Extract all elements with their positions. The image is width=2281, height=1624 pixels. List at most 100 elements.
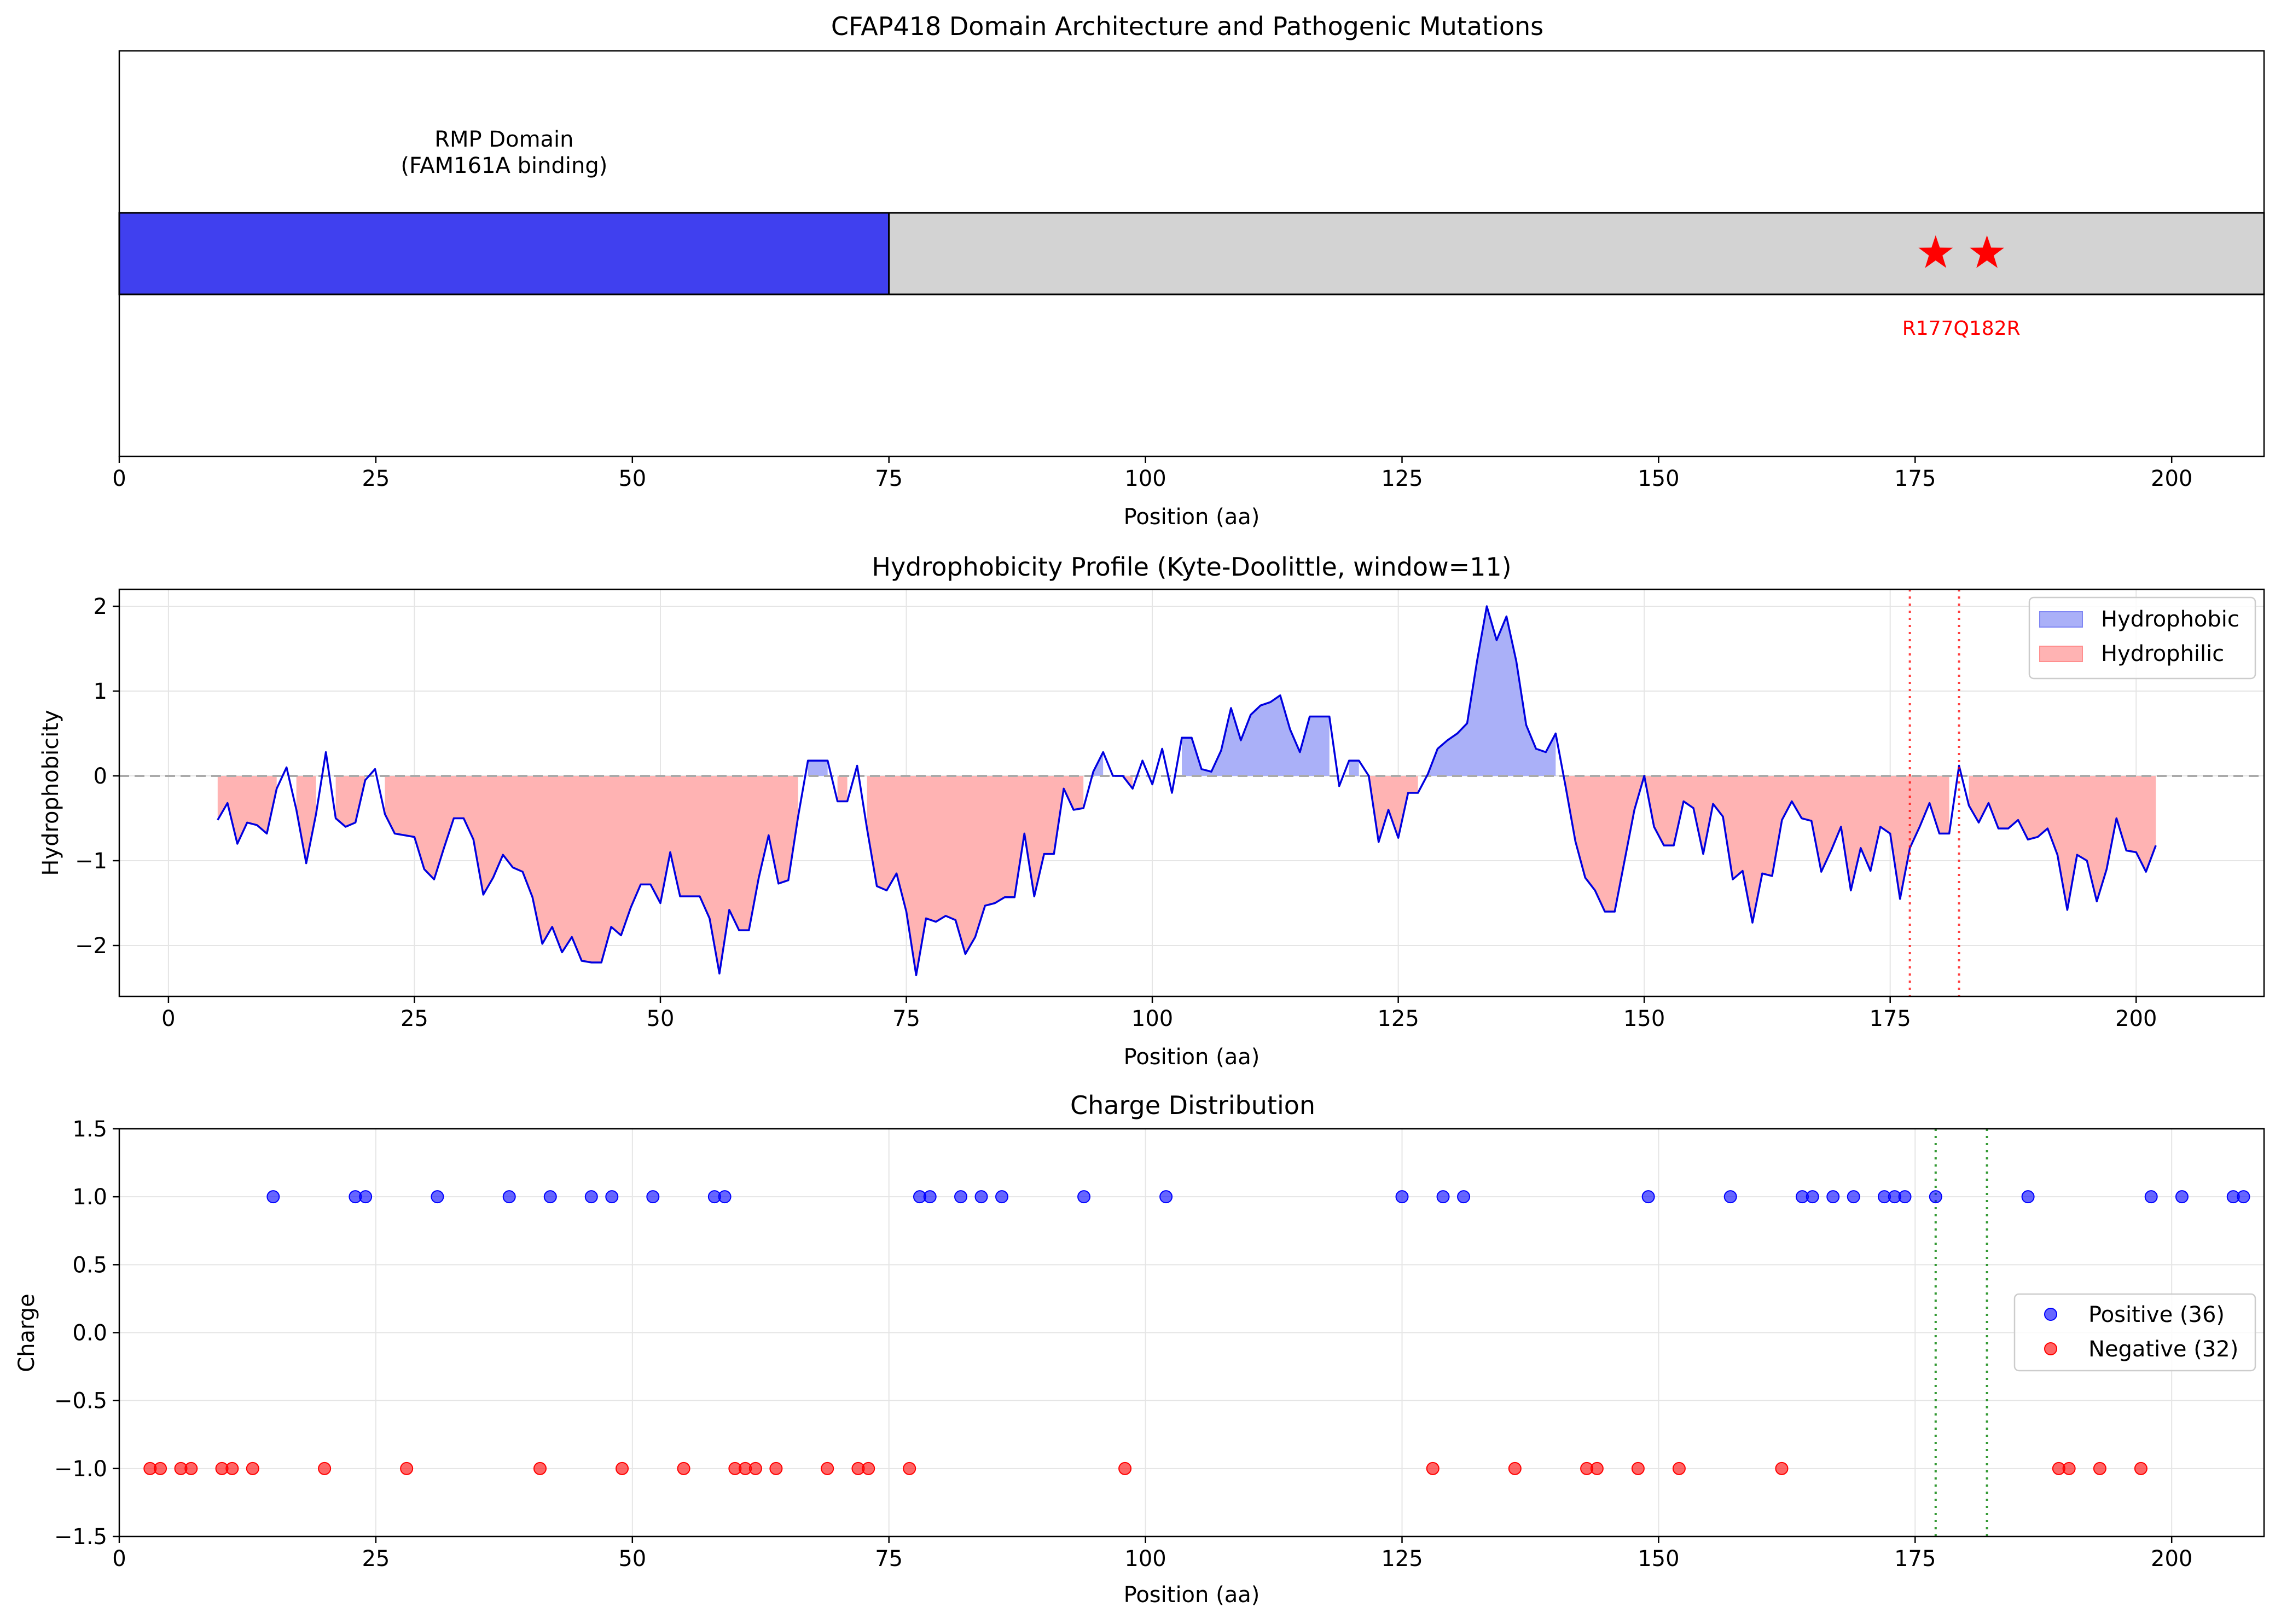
hydrophobic-fill-region: [1427, 606, 1556, 776]
positive-charge-point: [266, 1190, 280, 1204]
mutation-label: R177Q: [1902, 317, 1969, 340]
hydrophobicity-panel: Hydrophobicity Profile (Kyte-Doolittle, …: [38, 552, 2265, 1070]
positive-charge-point: [1723, 1190, 1737, 1204]
positive-charge-point: [1847, 1190, 1860, 1204]
y-tick-label: 1.5: [72, 1117, 107, 1142]
positive-charge-point: [543, 1190, 557, 1204]
mutation-star-marker: [1970, 235, 2004, 268]
x-tick-label: 50: [647, 1006, 675, 1031]
legend-swatch-hydrophobic: [2039, 611, 2083, 628]
hydrophobicity-legend-box: [2028, 596, 2256, 680]
x-tick-label: 150: [1638, 1546, 1679, 1571]
hydrophilic-fill-region: [1113, 776, 1133, 789]
positive-charge-point: [1395, 1190, 1409, 1204]
hydrophobic-fill-region: [1182, 695, 1330, 776]
x-tick-label: 200: [2115, 1006, 2157, 1031]
domain-note-label: (FAM161A binding): [401, 153, 607, 178]
y-tick-label: −1.5: [54, 1524, 107, 1550]
positive-charge-point: [584, 1190, 598, 1204]
positive-charge-point: [923, 1190, 937, 1204]
y-tick-label: −0.5: [54, 1389, 107, 1414]
positive-charge-point: [718, 1190, 732, 1204]
hydrophilic-fill-region: [1565, 776, 1949, 923]
hydrophilic-fill-region: [385, 776, 798, 974]
x-tick-label: 50: [618, 1546, 646, 1571]
hydrophilic-fill-region: [335, 776, 365, 827]
x-tick-label: 125: [1377, 1006, 1419, 1031]
x-tick-label: 150: [1638, 466, 1679, 491]
positive-charge-point: [1159, 1190, 1173, 1204]
legend-label-hydrophilic: Hydrophilic: [2101, 641, 2224, 666]
negative-charge-point: [1118, 1461, 1132, 1475]
charge-panel-title: Charge Distribution: [1070, 1091, 1315, 1120]
hydrophilic-fill-region: [217, 776, 277, 844]
negative-charge-point: [533, 1461, 547, 1475]
positive-charge-point: [1929, 1190, 1942, 1204]
x-tick-label: 75: [892, 1006, 920, 1031]
x-tick-label: 175: [1870, 1006, 1911, 1031]
negative-charge-point: [1775, 1461, 1789, 1475]
hydrophobicity-panel-title: Hydrophobicity Profile (Kyte-Doolittle, …: [872, 552, 1511, 582]
y-tick-label: −1.0: [54, 1457, 107, 1482]
positive-charge-point: [2144, 1190, 2158, 1204]
negative-charge-point: [1590, 1461, 1604, 1475]
x-tick-label: 25: [362, 466, 390, 491]
positive-charge-point: [502, 1190, 516, 1204]
negative-charge-point: [1672, 1461, 1686, 1475]
hydrophobic-fill-region: [808, 761, 828, 776]
negative-charge-point: [2062, 1461, 2076, 1475]
charge-panel-xlabel: Position (aa): [1124, 1582, 1260, 1608]
hydrophobicity-line: [217, 605, 2157, 977]
hydrophobicity-legend: Hydrophobic Hydrophilic: [2028, 596, 2256, 680]
charge-panel: Charge Distribution 0 25 50 75 100 125 150 175 2…: [14, 1091, 2265, 1608]
positive-charge-point: [359, 1190, 373, 1204]
negative-charge-point: [769, 1461, 783, 1475]
hydrophilic-fill-region: [837, 776, 848, 802]
hydrophobicity-panel-xlabel: Position (aa): [1124, 1045, 1260, 1070]
x-tick-label: 125: [1381, 1546, 1423, 1571]
positive-charge-point: [1457, 1190, 1471, 1204]
x-tick-label: 75: [875, 466, 903, 491]
hydrophilic-fill-region: [296, 776, 316, 863]
positive-charge-point: [646, 1190, 660, 1204]
negative-charge-point: [616, 1461, 629, 1475]
domain-panel: CFAP418 Domain Architecture and Pathogen…: [112, 11, 2265, 530]
x-tick-label: 25: [362, 1546, 390, 1571]
x-tick-label: 25: [401, 1006, 428, 1031]
x-tick-label: 100: [1124, 466, 1166, 491]
negative-charge-point: [2134, 1461, 2147, 1475]
hydrophobicity-panel-ylabel: Hydrophobicity: [38, 710, 63, 875]
domain-segment: [118, 212, 890, 295]
charge-panel-ylabel: Charge: [14, 1294, 39, 1372]
negative-charge-point: [318, 1461, 332, 1475]
negative-charge-point: [1631, 1461, 1645, 1475]
x-tick-label: 75: [875, 1546, 903, 1571]
charge-legend: Positive (36) Negative (32): [2013, 1293, 2256, 1372]
charge-legend-box: [2013, 1293, 2256, 1372]
mutation-star-marker: [1918, 235, 1953, 268]
y-tick-label: 0: [94, 764, 107, 789]
negative-charge-point: [184, 1461, 198, 1475]
legend-marker-negative: [2044, 1342, 2057, 1355]
x-tick-label: 200: [2151, 1546, 2192, 1571]
y-tick-label: 2: [94, 594, 107, 619]
x-tick-label: 200: [2151, 466, 2192, 491]
x-tick-label: 175: [1894, 466, 1936, 491]
negative-charge-point: [677, 1461, 690, 1475]
positive-charge-point: [2021, 1190, 2035, 1204]
positive-charge-point: [2175, 1190, 2189, 1204]
negative-charge-point: [748, 1461, 762, 1475]
y-tick-label: 0.0: [72, 1321, 107, 1346]
legend-label-positive: Positive (36): [2088, 1302, 2225, 1327]
positive-charge-point: [1826, 1190, 1840, 1204]
positive-charge-point: [2237, 1190, 2250, 1204]
positive-charge-point: [1898, 1190, 1912, 1204]
negative-charge-point: [862, 1461, 875, 1475]
x-tick-label: 150: [1623, 1006, 1665, 1031]
positive-charge-point: [1806, 1190, 1819, 1204]
negative-charge-point: [821, 1461, 834, 1475]
hydrophobic-fill-region: [1349, 761, 1359, 776]
y-tick-label: −2: [75, 933, 107, 959]
hydrophilic-fill-region: [1368, 776, 1418, 842]
